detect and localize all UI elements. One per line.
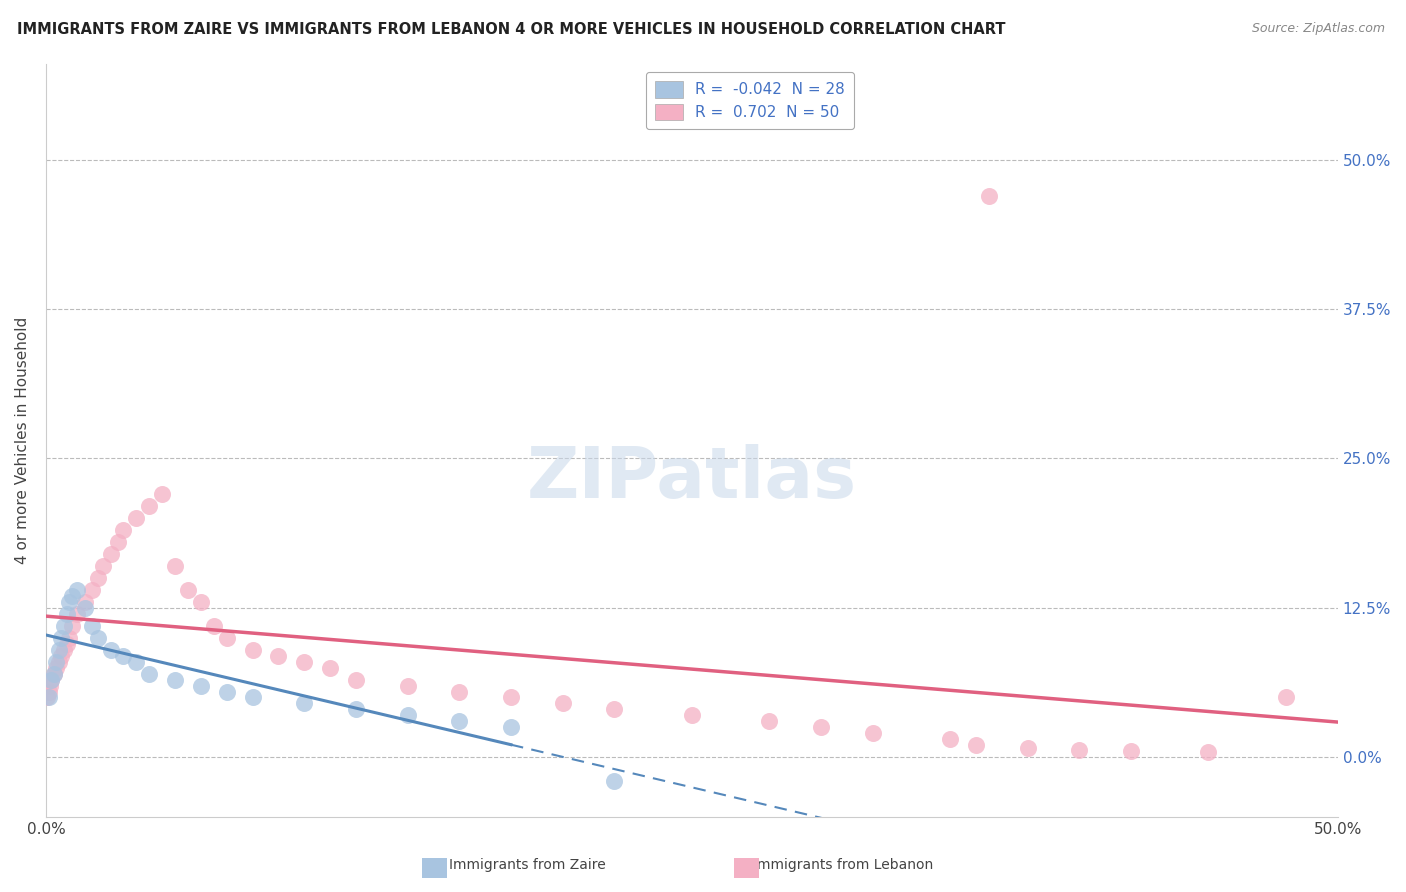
Point — [603, 774, 626, 789]
Point — [215, 631, 238, 645]
Point — [202, 619, 225, 633]
Point — [150, 487, 173, 501]
Point — [190, 679, 212, 693]
Point — [66, 607, 89, 621]
Point — [58, 595, 80, 609]
Point — [603, 702, 626, 716]
Point — [862, 726, 884, 740]
Point — [53, 642, 76, 657]
Point — [499, 720, 522, 734]
Point — [242, 690, 264, 705]
Point — [73, 595, 96, 609]
Point — [177, 582, 200, 597]
Point — [319, 660, 342, 674]
Point — [165, 673, 187, 687]
Text: ZIPatlas: ZIPatlas — [527, 443, 856, 513]
Text: Immigrants from Zaire: Immigrants from Zaire — [449, 858, 606, 872]
Point — [215, 684, 238, 698]
Point — [39, 673, 62, 687]
Point — [86, 631, 108, 645]
Point — [38, 690, 60, 705]
Legend: R =  -0.042  N = 28, R =  0.702  N = 50: R = -0.042 N = 28, R = 0.702 N = 50 — [645, 71, 853, 129]
Point — [681, 708, 703, 723]
Point — [344, 702, 367, 716]
Point — [100, 547, 122, 561]
Point — [45, 660, 67, 674]
Point — [449, 684, 471, 698]
Point — [38, 679, 60, 693]
Point — [977, 188, 1000, 202]
Point — [55, 607, 77, 621]
Point — [86, 571, 108, 585]
Point — [55, 637, 77, 651]
Point — [125, 511, 148, 525]
Point — [499, 690, 522, 705]
Point — [165, 559, 187, 574]
Point — [38, 684, 60, 698]
Point — [73, 600, 96, 615]
Point — [551, 697, 574, 711]
Point — [91, 559, 114, 574]
Point — [82, 619, 104, 633]
Point — [60, 619, 83, 633]
Point — [58, 631, 80, 645]
Point — [112, 523, 135, 537]
Text: IMMIGRANTS FROM ZAIRE VS IMMIGRANTS FROM LEBANON 4 OR MORE VEHICLES IN HOUSEHOLD: IMMIGRANTS FROM ZAIRE VS IMMIGRANTS FROM… — [17, 22, 1005, 37]
Point — [112, 648, 135, 663]
Point — [37, 690, 59, 705]
Text: Immigrants from Lebanon: Immigrants from Lebanon — [754, 858, 934, 872]
Point — [1119, 744, 1142, 758]
Point — [45, 655, 67, 669]
Point — [100, 642, 122, 657]
Point — [449, 714, 471, 729]
Point — [42, 666, 65, 681]
Point — [39, 673, 62, 687]
Point — [138, 666, 160, 681]
Point — [42, 666, 65, 681]
Point — [758, 714, 780, 729]
Point — [60, 589, 83, 603]
Point — [138, 500, 160, 514]
Point — [48, 655, 70, 669]
Point — [51, 631, 73, 645]
Point — [810, 720, 832, 734]
Point — [1275, 690, 1298, 705]
Point — [292, 655, 315, 669]
Point — [190, 595, 212, 609]
Point — [51, 648, 73, 663]
Point — [48, 642, 70, 657]
Point — [1017, 740, 1039, 755]
Point — [939, 732, 962, 747]
Point — [965, 739, 987, 753]
Text: Source: ZipAtlas.com: Source: ZipAtlas.com — [1251, 22, 1385, 36]
Point — [1069, 743, 1091, 757]
Point — [242, 642, 264, 657]
Y-axis label: 4 or more Vehicles in Household: 4 or more Vehicles in Household — [15, 317, 30, 564]
Point — [396, 679, 419, 693]
Point — [107, 535, 129, 549]
Point — [125, 655, 148, 669]
Point — [66, 582, 89, 597]
Point — [82, 582, 104, 597]
Point — [267, 648, 290, 663]
Point — [344, 673, 367, 687]
Point — [53, 619, 76, 633]
Point — [396, 708, 419, 723]
Point — [1198, 746, 1220, 760]
Point — [292, 697, 315, 711]
